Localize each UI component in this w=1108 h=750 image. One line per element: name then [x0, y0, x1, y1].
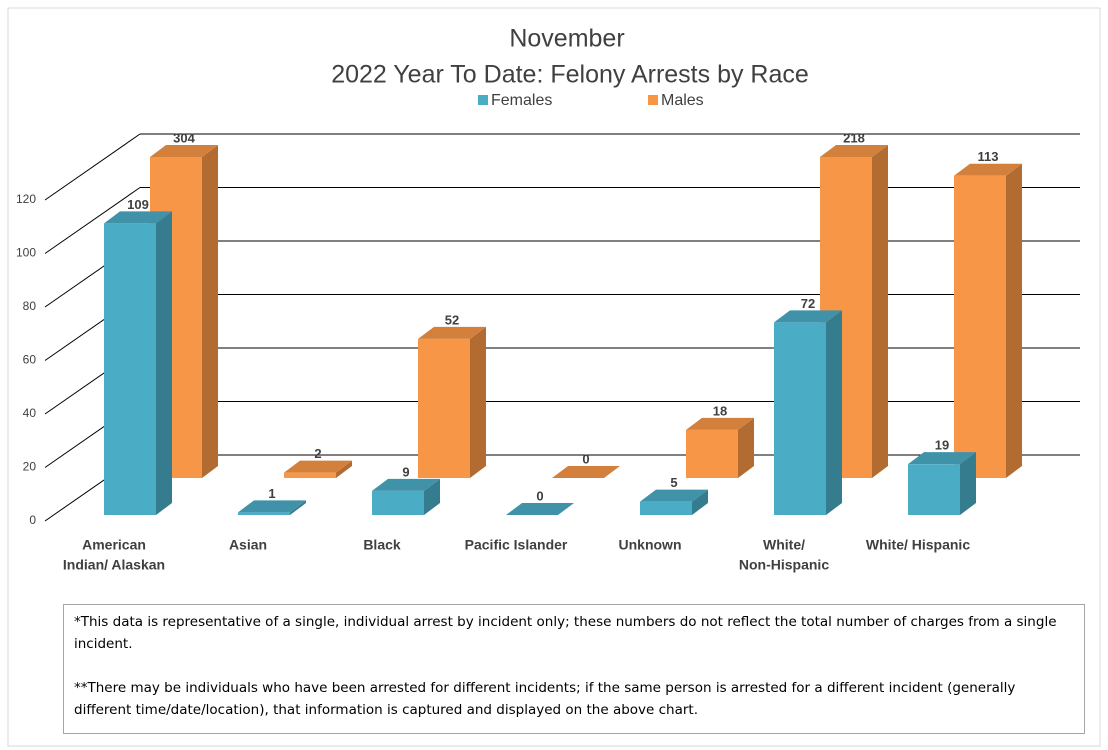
bar	[640, 501, 692, 515]
data-label: 2	[314, 446, 321, 461]
bar-top	[238, 500, 306, 513]
footnote-text: *This data is representative of a single…	[74, 614, 1057, 652]
x-tick-label: Non-Hispanic	[739, 557, 829, 573]
data-label: 52	[445, 312, 459, 327]
data-label: 5	[670, 475, 677, 490]
chart-title: 2022 Year To Date: Felony Arrests by Rac…	[331, 61, 809, 89]
bar	[418, 338, 470, 478]
bar	[238, 512, 290, 515]
y-tick-label: 40	[23, 406, 37, 420]
data-label: 218	[843, 130, 865, 145]
bar	[686, 429, 738, 478]
bar	[284, 472, 336, 478]
data-label: 72	[801, 296, 815, 311]
bar-top	[908, 452, 976, 465]
y-tick-label: 100	[16, 246, 36, 260]
bar-side	[960, 452, 976, 515]
grid-line	[44, 133, 141, 201]
bar-side	[1006, 163, 1022, 478]
bar-side	[470, 326, 486, 478]
legend-swatch	[478, 95, 488, 105]
y-tick-label: 20	[23, 460, 37, 474]
y-tick-label: 0	[29, 513, 36, 527]
x-tick-label: White/ Hispanic	[866, 537, 970, 553]
bar-top	[506, 503, 574, 515]
data-label: 19	[935, 438, 949, 453]
bar	[774, 322, 826, 515]
bar-top	[954, 163, 1022, 176]
bar-side	[424, 478, 440, 515]
chart-border	[7, 7, 1101, 747]
bar	[908, 464, 960, 515]
x-tick-label: Indian/ Alaskan	[63, 557, 165, 573]
bar-side	[336, 460, 352, 478]
data-label: 0	[582, 451, 589, 466]
legend-swatch	[648, 95, 658, 105]
data-label: 9	[402, 464, 409, 479]
bar-top	[820, 145, 888, 157]
bar	[954, 175, 1006, 478]
data-label: 18	[713, 403, 727, 418]
data-label: 0	[536, 488, 543, 503]
bar-side	[826, 310, 842, 515]
grid-line	[44, 187, 141, 254]
bar-side	[692, 489, 708, 515]
bar-top	[150, 145, 218, 157]
bar-top	[284, 460, 352, 473]
bar-side	[202, 145, 218, 478]
footnote-text: **There may be individuals who have been…	[74, 680, 1016, 718]
footnote: *This data is representative of a single…	[63, 604, 1085, 734]
legend-label: Males	[661, 92, 704, 109]
x-tick-label: Asian	[229, 537, 267, 553]
x-tick-label: American	[82, 537, 146, 553]
data-label: 109	[127, 197, 149, 212]
legend-label: Females	[491, 92, 552, 109]
x-tick-label: Pacific Islander	[465, 537, 568, 553]
bar-top	[104, 211, 172, 224]
data-label: 304	[173, 130, 195, 145]
data-label: 1	[268, 486, 275, 501]
bar	[104, 223, 156, 516]
bar-top	[372, 478, 440, 491]
bar-top	[640, 489, 708, 502]
bar-side	[156, 211, 172, 516]
chart-title: November	[509, 25, 624, 53]
y-tick-label: 80	[23, 299, 37, 313]
y-tick-label: 60	[23, 353, 37, 367]
bar	[372, 490, 424, 515]
bar-top	[774, 310, 842, 323]
y-tick-label: 120	[16, 192, 36, 206]
data-label: 113	[978, 149, 999, 164]
bar-top	[418, 326, 486, 339]
x-tick-label: White/	[763, 537, 805, 553]
bar-top	[552, 466, 620, 478]
bar-top	[686, 417, 754, 430]
bar-side	[290, 500, 306, 515]
x-tick-label: Unknown	[619, 537, 682, 553]
bar-side	[738, 417, 754, 478]
bar-side	[872, 145, 888, 478]
x-tick-label: Black	[363, 537, 401, 553]
